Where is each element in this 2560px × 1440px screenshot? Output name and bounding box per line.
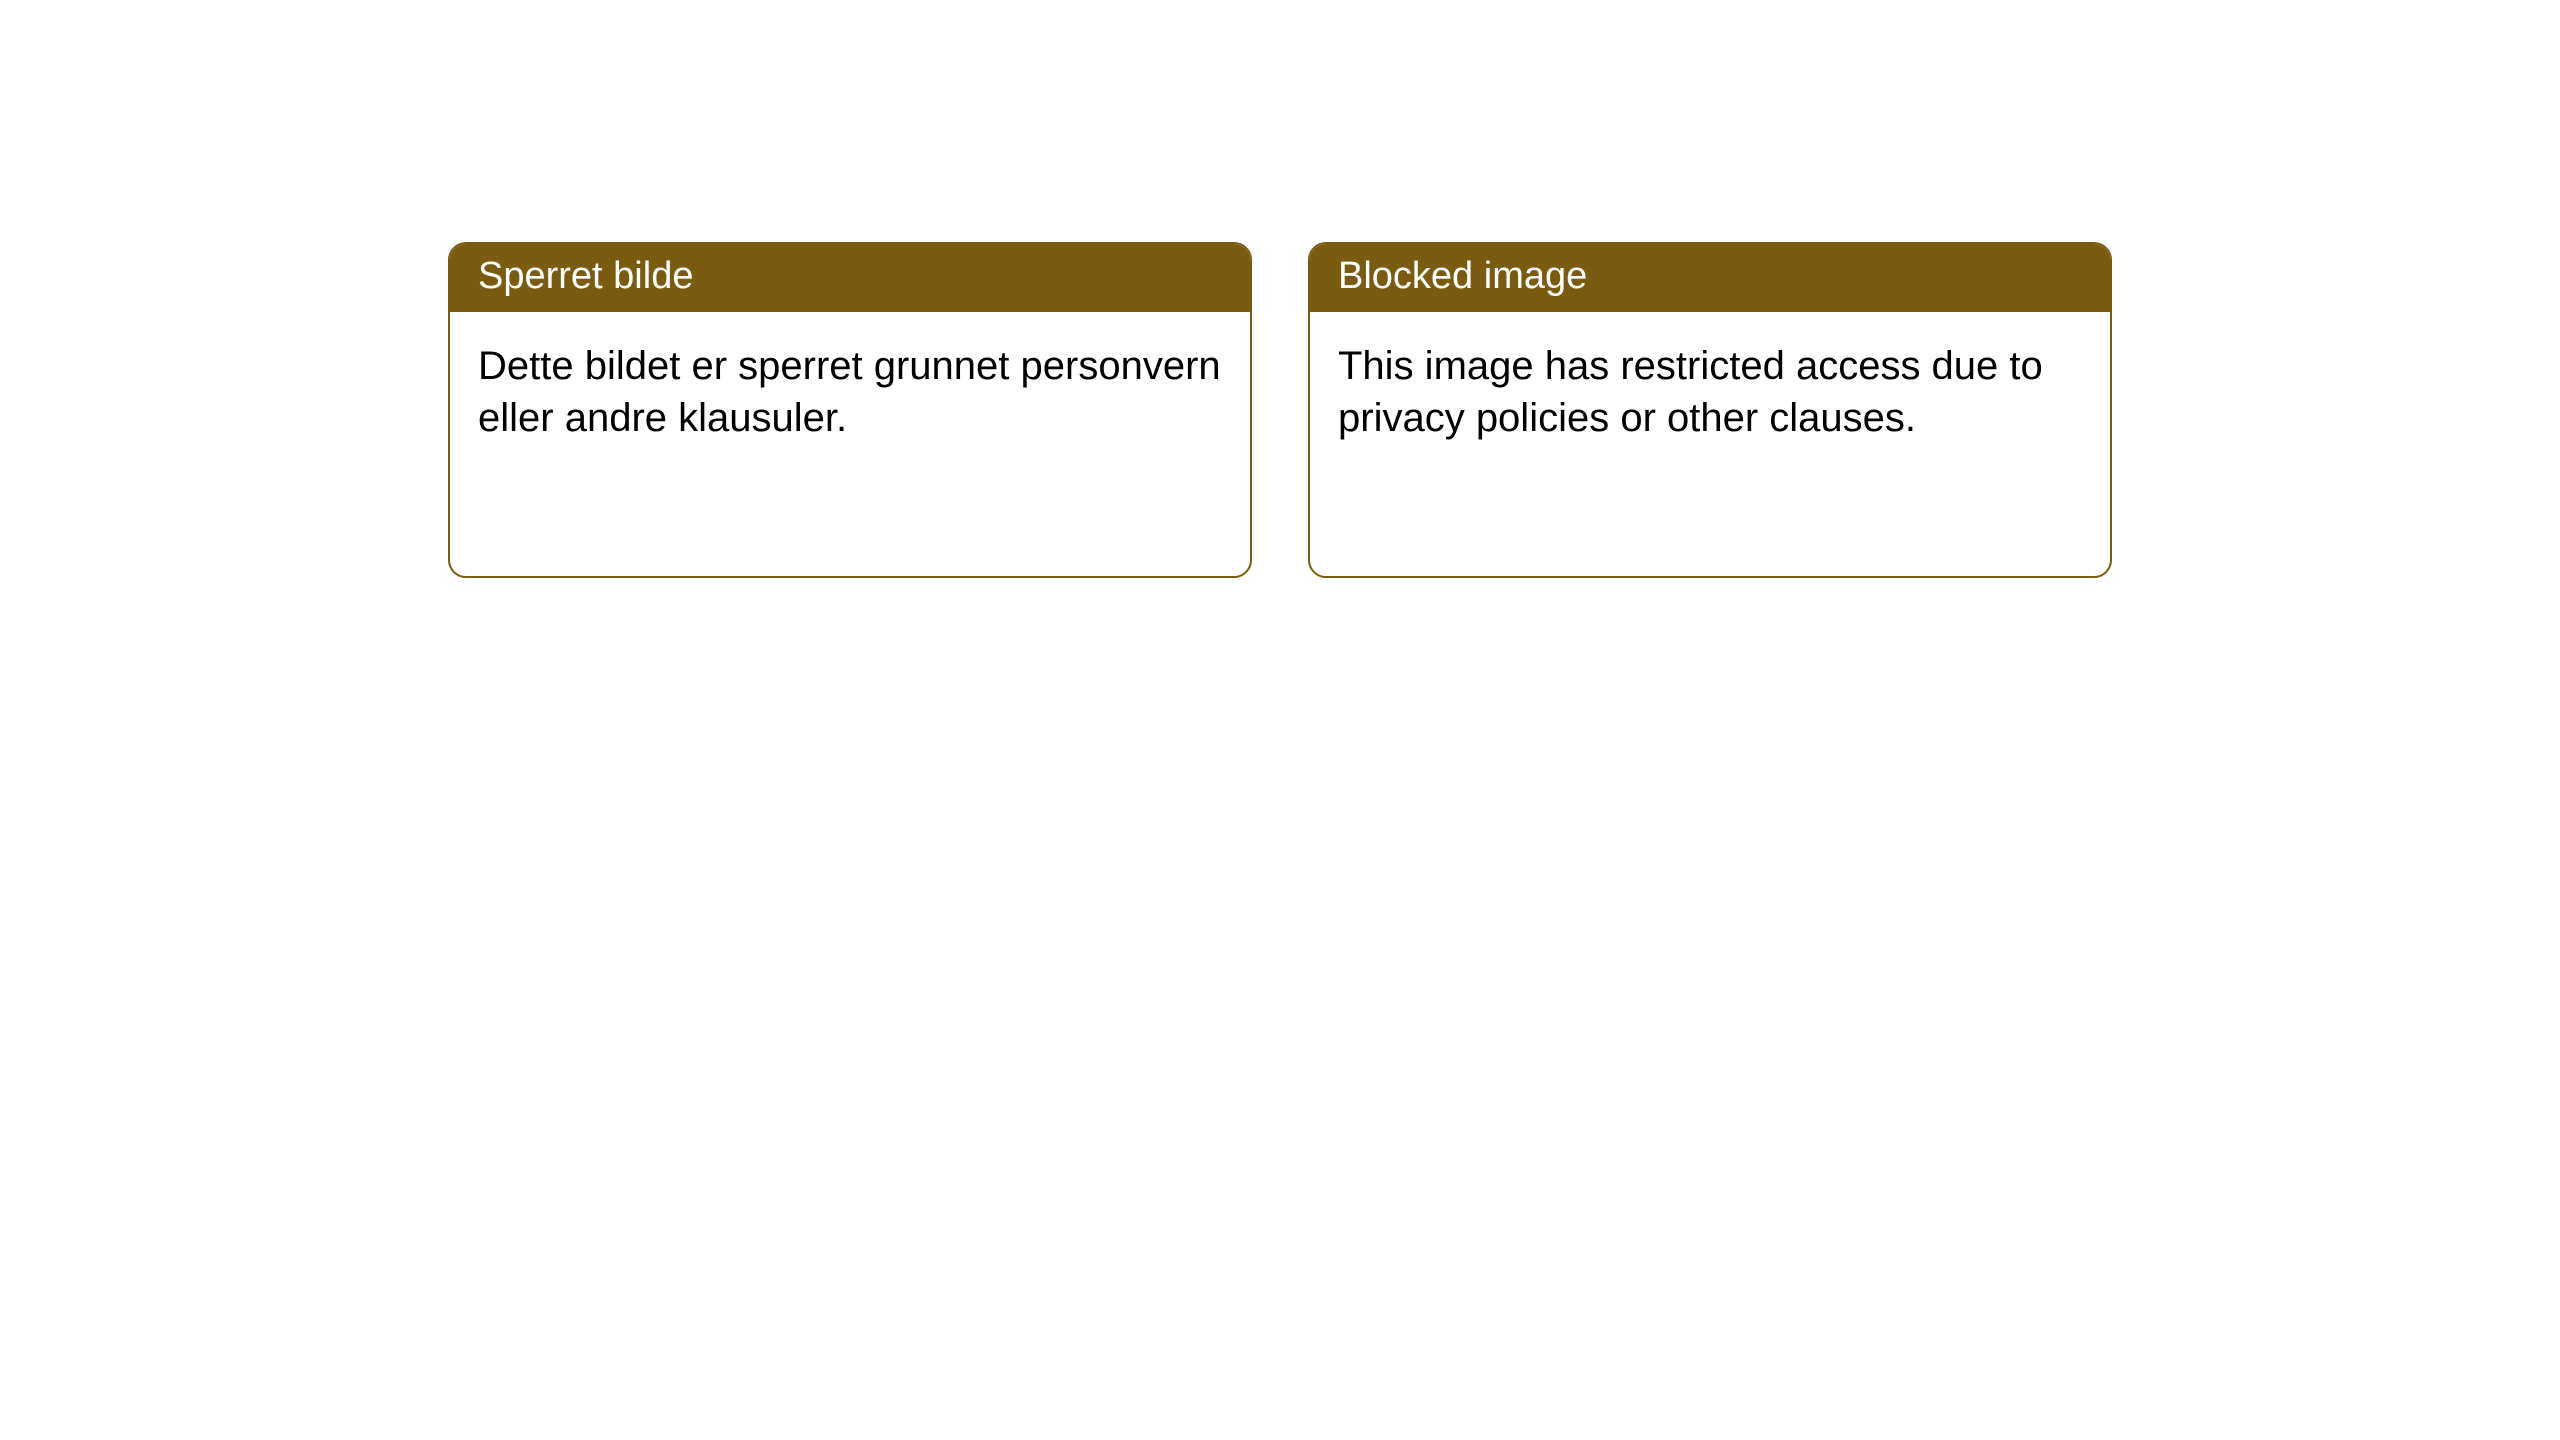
notice-card-english: Blocked image This image has restricted … (1308, 242, 2112, 578)
notice-title: Sperret bilde (478, 255, 693, 297)
blocked-image-notices: Sperret bilde Dette bildet er sperret gr… (448, 242, 2112, 578)
notice-header: Sperret bilde (450, 244, 1250, 312)
notice-body-text: Dette bildet er sperret grunnet personve… (478, 344, 1221, 440)
notice-title: Blocked image (1338, 255, 1587, 297)
notice-body: Dette bildet er sperret grunnet personve… (450, 312, 1250, 472)
notice-card-norwegian: Sperret bilde Dette bildet er sperret gr… (448, 242, 1252, 578)
notice-body: This image has restricted access due to … (1310, 312, 2110, 472)
notice-header: Blocked image (1310, 244, 2110, 312)
notice-body-text: This image has restricted access due to … (1338, 344, 2043, 440)
